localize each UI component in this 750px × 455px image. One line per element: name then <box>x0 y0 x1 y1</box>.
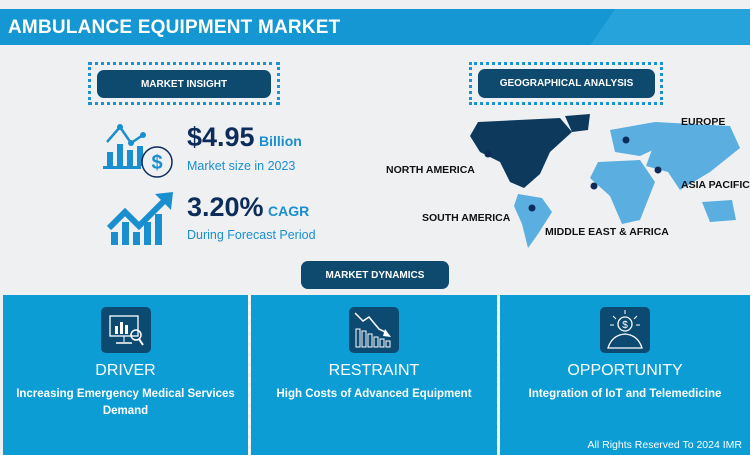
opportunity-title: OPPORTUNITY <box>567 362 683 379</box>
driver-title: DRIVER <box>95 362 156 379</box>
region-label-middle-east-africa: MIDDLE EAST & AFRICA <box>545 226 669 238</box>
region-label-south-america: SOUTH AMERICA <box>422 212 511 224</box>
geo-analysis-label: GEOGRAPHICAL ANALYSIS <box>478 69 655 98</box>
region-label-asia-pacific: ASIA PACIFIC <box>681 179 750 191</box>
monitor-analytics-icon <box>100 307 151 353</box>
map-australia <box>702 200 736 222</box>
driver-panel: DRIVER Increasing Emergency Medical Serv… <box>3 295 248 455</box>
declining-chart-icon <box>349 307 399 353</box>
cagr-caption: During Forecast Period <box>187 228 316 242</box>
map-greenland <box>565 114 590 132</box>
map-north-america <box>470 118 572 188</box>
header-banner: AMBULANCE EQUIPMENT MARKET <box>0 9 750 45</box>
market-size-unit: Billion <box>259 133 302 149</box>
region-label-europe: EUROPE <box>681 116 726 128</box>
growth-chart-icon <box>106 192 173 245</box>
restraint-title: RESTRAINT <box>328 362 420 379</box>
svg-text:$: $ <box>151 152 162 174</box>
cagr-unit: CAGR <box>268 203 310 219</box>
map-africa <box>590 160 655 224</box>
opportunity-desc: Integration of IoT and Telemedicine <box>528 388 722 400</box>
map-asia <box>646 122 740 190</box>
panel-divider <box>497 295 499 455</box>
market-size-icon: $ <box>103 124 173 178</box>
driver-desc: Increasing Emergency Medical Services De… <box>16 388 235 417</box>
market-size-caption: Market size in 2023 <box>187 159 296 173</box>
market-insight-frame <box>88 62 280 105</box>
panel-divider <box>248 295 250 455</box>
page-title: AMBULANCE EQUIPMENT MARKET <box>8 17 341 38</box>
market-dynamics-label: MARKET DYNAMICS <box>301 261 449 289</box>
svg-text:$: $ <box>622 320 628 331</box>
opportunity-panel: $ OPPORTUNITY Integration of IoT and Tel… <box>500 295 750 455</box>
market-size-value-row: $4.95 Billion <box>187 122 302 153</box>
copyright-text: All Rights Reserved To 2024 IMR <box>587 439 742 451</box>
map-south-america <box>514 194 552 248</box>
world-map <box>470 114 740 248</box>
restraint-desc: High Costs of Advanced Equipment <box>276 388 472 400</box>
market-size-value: $4.95 <box>187 122 255 152</box>
region-label-north-america: NORTH AMERICA <box>386 164 475 176</box>
restraint-panel: RESTRAINT High Costs of Advanced Equipme… <box>251 295 497 455</box>
market-insight-label: MARKET INSIGHT <box>97 70 271 98</box>
cagr-value-row: 3.20% CAGR <box>187 192 309 223</box>
geo-frame <box>469 62 663 105</box>
cagr-value: 3.20% <box>187 192 264 222</box>
idea-dollar-icon: $ <box>600 307 650 353</box>
